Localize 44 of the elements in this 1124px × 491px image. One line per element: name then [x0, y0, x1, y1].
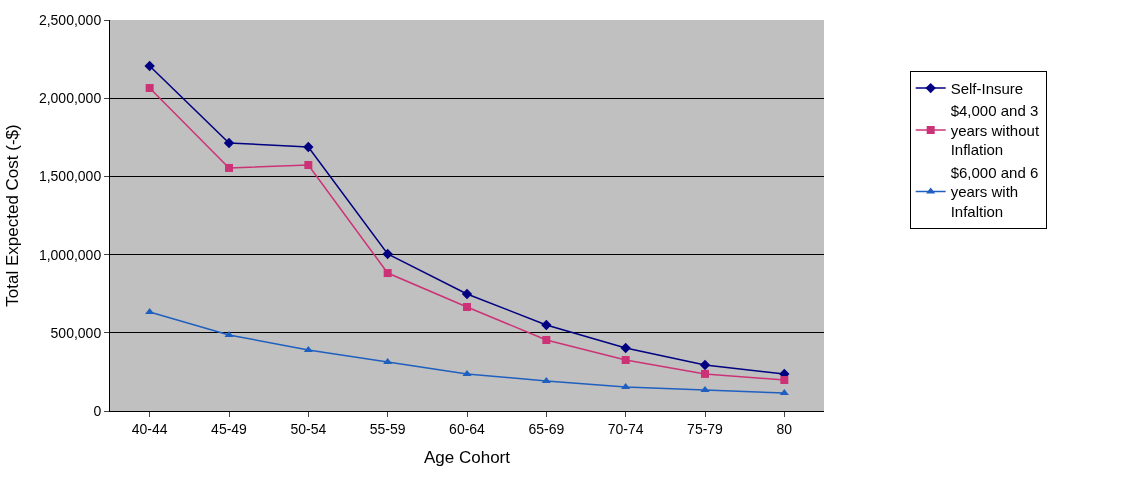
point — [699, 359, 711, 371]
x-tick-label: 40-44 — [131, 420, 168, 437]
point — [542, 335, 551, 344]
legend-label: $4,000 and 3 years without Inflation — [950, 102, 1040, 159]
y-tick-label: 500,000 — [50, 324, 102, 341]
point — [382, 248, 393, 260]
point — [700, 386, 710, 393]
y-tick-label: 1,000,000 — [38, 246, 102, 263]
x-tick-label: 75-79 — [687, 420, 724, 437]
legend-label: $6,000 and 6 years with Infaltion — [950, 163, 1039, 220]
y-tick-label: 2,500,000 — [38, 11, 102, 28]
point — [620, 342, 631, 354]
point — [541, 319, 552, 331]
y-tick-label: 2,000,000 — [38, 90, 102, 107]
point — [621, 356, 630, 365]
point — [383, 269, 392, 278]
y-tick-label: 0 — [93, 402, 102, 419]
point — [461, 288, 473, 300]
point — [225, 163, 233, 172]
x-tick-label: 70-74 — [607, 420, 644, 437]
x-tick-label: 65-69 — [528, 420, 565, 437]
point — [223, 137, 235, 149]
x-tick-label: 45-49 — [211, 420, 248, 437]
point — [303, 141, 314, 153]
point — [383, 358, 393, 365]
x-tick-label: 50-54 — [290, 420, 327, 437]
x-tick-label: 55-59 — [369, 420, 406, 437]
y-tick-label: 1,500,000 — [38, 168, 102, 185]
point — [304, 160, 313, 169]
point — [144, 60, 155, 72]
point — [701, 369, 709, 378]
point — [462, 369, 472, 376]
point — [145, 84, 154, 93]
x-tick-label: 80 — [776, 420, 793, 437]
legend-label: Self-Insure — [950, 79, 1024, 97]
point — [224, 330, 234, 337]
point — [621, 383, 631, 390]
y-axis-title: Total Expected Cost (-$) — [3, 124, 23, 307]
point — [779, 389, 789, 396]
point — [463, 302, 471, 311]
point — [541, 376, 551, 383]
x-tick-label: 60-64 — [449, 420, 486, 437]
point — [780, 376, 789, 385]
x-axis-title: Age Cohort — [424, 448, 511, 468]
